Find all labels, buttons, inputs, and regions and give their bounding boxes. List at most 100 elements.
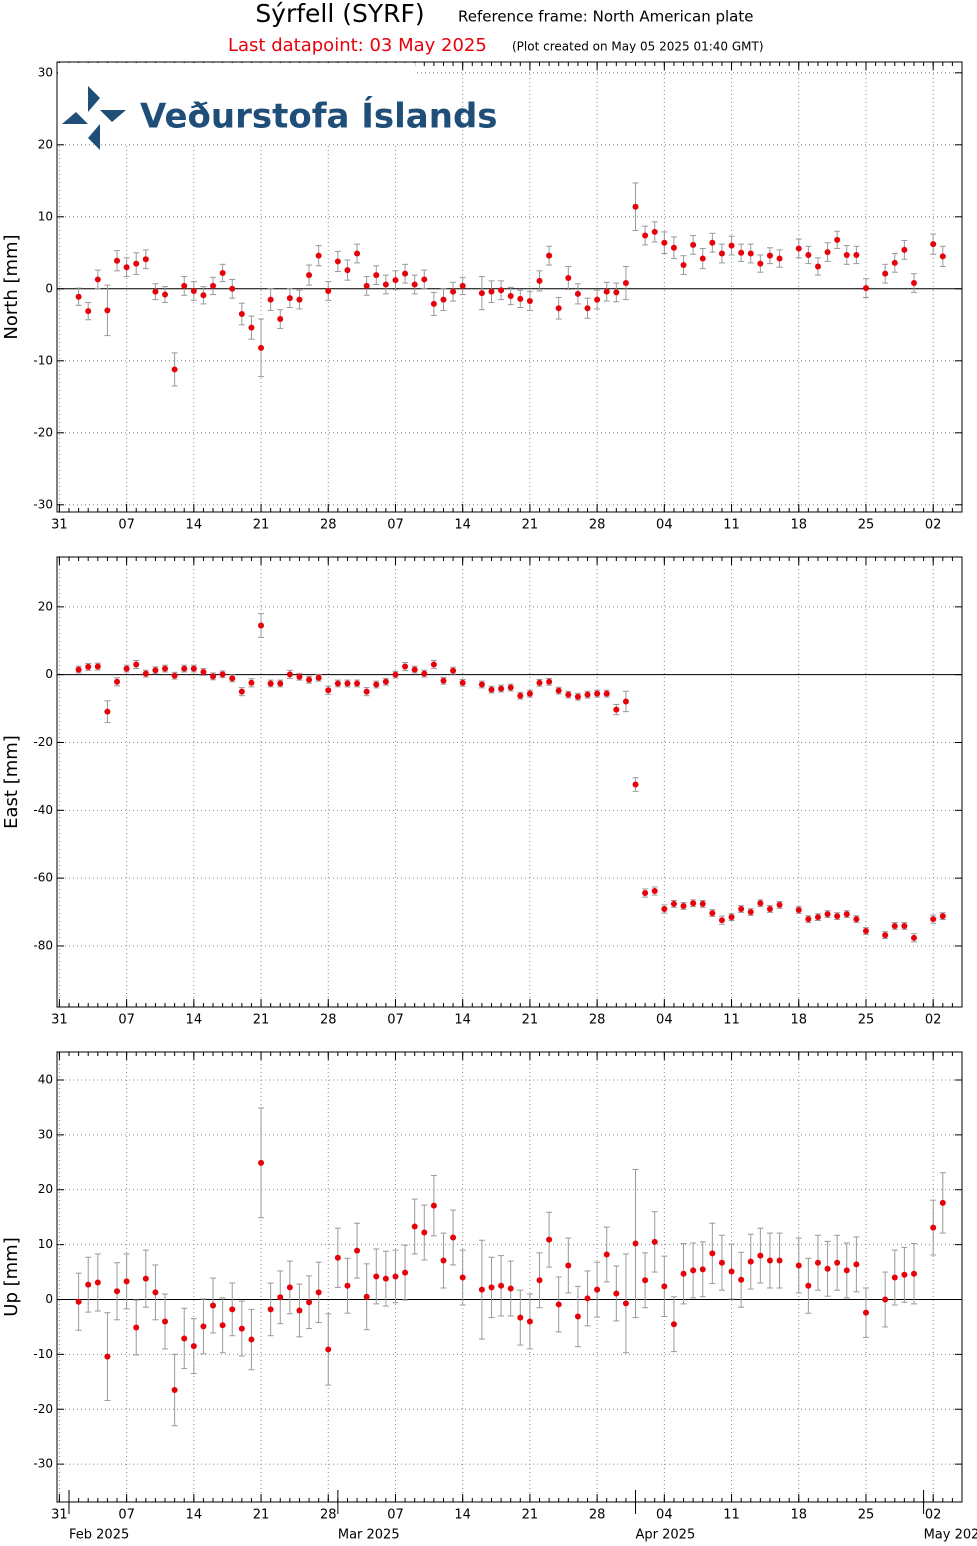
data-point bbox=[670, 244, 677, 251]
data-point bbox=[930, 916, 937, 923]
data-point bbox=[152, 667, 159, 674]
data-point bbox=[834, 1259, 841, 1266]
data-point bbox=[632, 781, 639, 788]
month-label: Feb 2025 bbox=[69, 1528, 129, 1543]
x-tick-label: 07 bbox=[118, 518, 135, 533]
data-point bbox=[862, 1309, 869, 1316]
data-point bbox=[757, 1252, 764, 1259]
data-point bbox=[488, 288, 495, 295]
data-point bbox=[200, 292, 207, 299]
data-point bbox=[133, 260, 140, 267]
data-point bbox=[853, 251, 860, 258]
y-tick-label: -10 bbox=[33, 353, 53, 367]
data-point bbox=[930, 1224, 937, 1231]
data-point bbox=[661, 905, 668, 912]
data-point bbox=[680, 262, 687, 269]
data-point bbox=[296, 296, 303, 303]
data-point bbox=[718, 250, 725, 257]
data-point bbox=[315, 252, 322, 259]
data-point bbox=[286, 295, 293, 302]
x-tick-label: 11 bbox=[723, 1508, 740, 1523]
data-point bbox=[171, 366, 178, 373]
data-point bbox=[757, 260, 764, 267]
data-point bbox=[411, 1223, 418, 1230]
data-point bbox=[690, 900, 697, 907]
data-point bbox=[162, 1318, 169, 1325]
y-axis-label: Up [mm] bbox=[1, 1237, 22, 1316]
data-point bbox=[546, 678, 553, 685]
y-axis-label: East [mm] bbox=[1, 735, 22, 829]
data-point bbox=[738, 905, 745, 912]
data-point bbox=[891, 922, 898, 929]
x-tick-label: 07 bbox=[387, 518, 404, 533]
data-point bbox=[210, 282, 217, 289]
x-tick-label: 11 bbox=[723, 518, 740, 533]
data-point bbox=[258, 344, 265, 351]
data-point bbox=[526, 298, 533, 305]
x-tick-label: 18 bbox=[790, 518, 807, 533]
data-point bbox=[392, 1273, 399, 1280]
x-tick-label: 28 bbox=[320, 1508, 337, 1523]
data-point bbox=[421, 670, 428, 677]
data-point bbox=[814, 914, 821, 921]
data-point bbox=[450, 667, 457, 674]
data-point bbox=[613, 289, 620, 296]
data-point bbox=[267, 680, 274, 687]
data-point bbox=[670, 1321, 677, 1328]
x-tick-label: 21 bbox=[522, 1013, 539, 1028]
x-tick-label: 21 bbox=[522, 1508, 539, 1523]
data-point bbox=[728, 242, 735, 249]
data-point bbox=[795, 1262, 802, 1269]
data-point bbox=[517, 692, 524, 699]
data-point bbox=[699, 1266, 706, 1273]
data-point bbox=[574, 290, 581, 297]
data-point bbox=[901, 1271, 908, 1278]
data-point bbox=[603, 690, 610, 697]
data-point bbox=[526, 1318, 533, 1325]
x-tick-label: 14 bbox=[186, 1013, 203, 1028]
data-point bbox=[363, 282, 370, 289]
data-point bbox=[430, 661, 437, 668]
data-point bbox=[728, 1268, 735, 1275]
x-tick-label: 31 bbox=[51, 1508, 68, 1523]
data-point bbox=[373, 681, 380, 688]
data-point bbox=[843, 1267, 850, 1274]
data-point bbox=[747, 1258, 754, 1265]
data-point bbox=[104, 1353, 111, 1360]
data-point bbox=[94, 276, 101, 283]
data-point bbox=[181, 282, 188, 289]
data-point bbox=[594, 296, 601, 303]
x-tick-label: 18 bbox=[790, 1013, 807, 1028]
x-tick-label: 28 bbox=[589, 518, 606, 533]
x-tick-label: 28 bbox=[320, 1013, 337, 1028]
data-point bbox=[651, 1238, 658, 1245]
data-point bbox=[411, 281, 418, 288]
data-point bbox=[219, 671, 226, 678]
data-point bbox=[718, 917, 725, 924]
data-point bbox=[565, 691, 572, 698]
y-tick-label: 20 bbox=[38, 137, 53, 151]
data-point bbox=[805, 251, 812, 258]
data-point bbox=[882, 1296, 889, 1303]
data-point bbox=[430, 300, 437, 307]
y-tick-label: 0 bbox=[45, 1292, 53, 1306]
x-tick-label: 07 bbox=[118, 1508, 135, 1523]
data-point bbox=[267, 1306, 274, 1313]
data-point bbox=[430, 1202, 437, 1209]
y-tick-label: 30 bbox=[38, 1127, 53, 1141]
logo-icon bbox=[62, 86, 126, 150]
data-point bbox=[651, 888, 658, 895]
data-point bbox=[152, 288, 159, 295]
data-point bbox=[747, 250, 754, 257]
data-point bbox=[248, 324, 255, 331]
data-point bbox=[488, 1284, 495, 1291]
data-point bbox=[930, 241, 937, 248]
data-point bbox=[939, 1199, 946, 1206]
created-note: (Plot created on May 05 2025 01:40 GMT) bbox=[512, 40, 764, 54]
y-tick-label: -10 bbox=[33, 1347, 53, 1361]
data-point bbox=[114, 1288, 121, 1295]
data-point bbox=[373, 1273, 380, 1280]
data-point bbox=[402, 663, 409, 670]
data-point bbox=[258, 1159, 265, 1166]
